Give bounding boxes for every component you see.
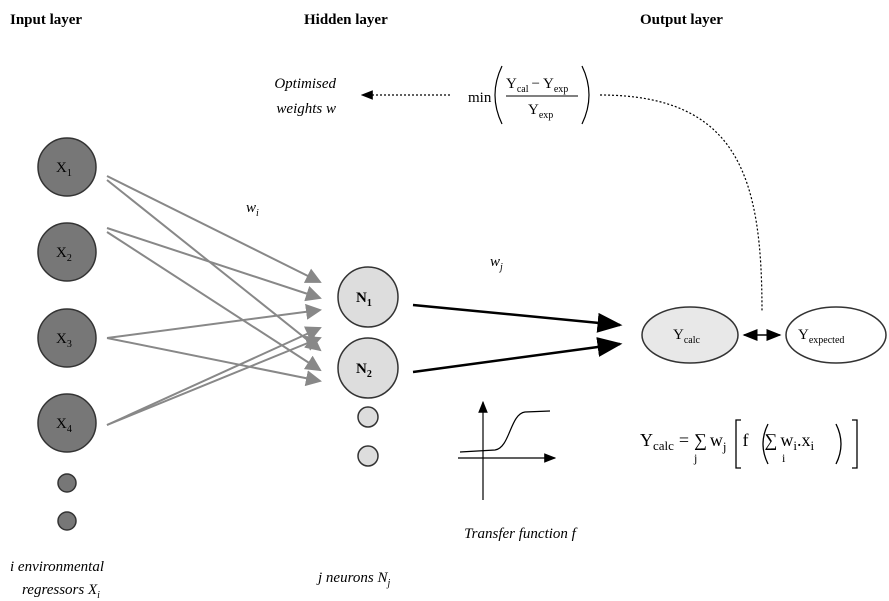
input-caption: i environmental — [10, 559, 104, 575]
feedback-line — [599, 94, 763, 313]
objective-op: min — [468, 90, 492, 106]
optimised-label: weights w — [276, 101, 336, 117]
expected-node — [785, 306, 887, 364]
paren — [494, 65, 503, 125]
transfer-caption: Transfer function f — [464, 526, 578, 542]
layer-title: Output layer — [640, 12, 723, 28]
formula-sub: j — [693, 451, 697, 465]
output-label: Ycalc — [673, 327, 700, 346]
weight-label: wj — [490, 254, 503, 273]
transfer-graph — [458, 400, 557, 500]
input-label: X3 — [56, 331, 72, 350]
hidden-nodes — [337, 266, 399, 467]
objective-numerator: Ycal − Yexp — [506, 76, 568, 95]
input-connections — [106, 175, 322, 426]
formula-brackets — [735, 419, 858, 469]
optimised-label: Optimised — [274, 76, 336, 92]
input-caption: regressors Xi — [22, 582, 100, 601]
formula-sub: i — [782, 451, 786, 465]
hidden-label: N2 — [356, 361, 372, 380]
input-label: X4 — [56, 416, 72, 435]
input-label: X1 — [56, 160, 72, 179]
input-nodes — [37, 137, 97, 531]
paren — [581, 65, 590, 125]
formula: Ycalc = ∑ wj f ∑ wi.xi — [640, 430, 815, 454]
objective-denominator: Yexp — [528, 102, 553, 121]
weight-label: wi — [246, 200, 259, 219]
layer-title: Hidden layer — [304, 12, 388, 28]
hidden-connections — [412, 303, 623, 374]
expected-label: Yexpected — [798, 327, 844, 346]
hidden-label: N1 — [356, 290, 372, 309]
hidden-caption: j neurons Nj — [316, 570, 390, 589]
layer-title: Input layer — [10, 12, 82, 28]
output-node — [641, 306, 739, 364]
input-label: X2 — [56, 245, 72, 264]
